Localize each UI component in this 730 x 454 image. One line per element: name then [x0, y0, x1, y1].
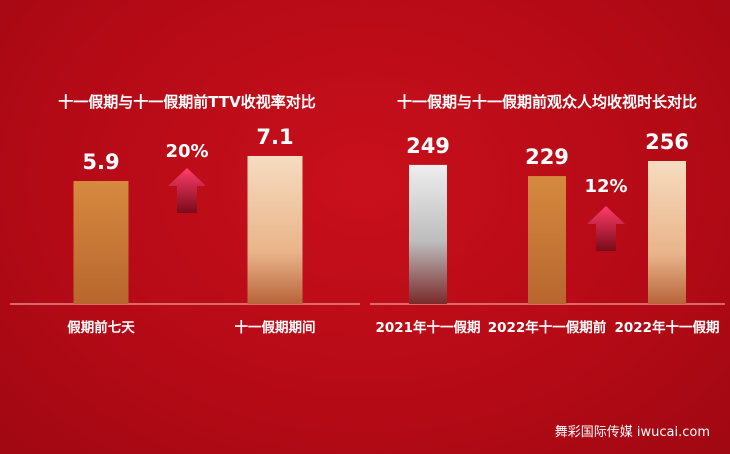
bar-3	[648, 161, 686, 304]
category-label: 2022年十一假期前	[488, 319, 607, 336]
bar-2	[247, 156, 303, 304]
bar-2	[528, 176, 566, 304]
value-label: 249	[406, 134, 450, 158]
bar-1	[409, 164, 447, 304]
up-arrow-icon	[587, 206, 625, 251]
ttv-rating-chart: 十一假期与十一假期前TTV收视率对比 5.9 假期前七天 7.1 十一假期期间 20%	[10, 93, 360, 336]
watermark: 舞彩国际传媒 iwucai.com	[555, 425, 710, 440]
category-label: 2021年十一假期	[375, 319, 480, 336]
value-label: 7.1	[256, 125, 293, 149]
category-label: 十一假期期间	[235, 319, 316, 336]
value-label: 229	[525, 145, 569, 169]
bar-1	[73, 181, 129, 304]
growth-percent: 20%	[165, 141, 208, 162]
category-label: 2022年十一假期	[614, 319, 719, 336]
growth-indicator: 20%	[165, 141, 209, 213]
chart-title: 十一假期与十一假期前观众人均收视时长对比	[397, 93, 697, 111]
avg-viewing-time-chart: 十一假期与十一假期前观众人均收视时长对比 249 2021年十一假期 229 2022…	[370, 93, 725, 336]
value-label: 256	[645, 130, 689, 154]
growth-percent: 12%	[584, 176, 627, 197]
value-label: 5.9	[82, 150, 119, 174]
chart-title: 十一假期与十一假期前TTV收视率对比	[58, 93, 315, 111]
growth-indicator: 12%	[584, 176, 628, 251]
category-label: 假期前七天	[67, 319, 135, 336]
up-arrow-icon	[168, 168, 206, 213]
